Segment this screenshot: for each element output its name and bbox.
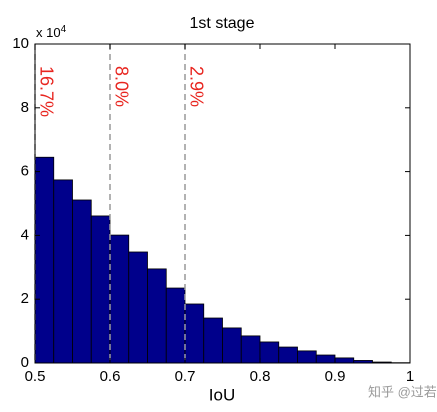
bar (128, 251, 148, 364)
bar (34, 156, 55, 364)
y-multiplier-exponent: 4 (61, 24, 67, 35)
bar (297, 350, 317, 364)
bar (90, 215, 111, 364)
y-tick-label: 0 (21, 354, 29, 371)
y-multiplier: x 104 (36, 24, 67, 41)
bar (315, 354, 336, 364)
bar (240, 335, 261, 364)
x-axis-label: IoU (209, 385, 235, 404)
bar (334, 357, 355, 364)
watermark: 知乎 @过若干 (368, 384, 437, 399)
chart-title: 1st stage (190, 15, 255, 32)
bar (222, 327, 242, 364)
bar (72, 199, 92, 364)
bar (165, 287, 186, 364)
bar (147, 268, 167, 364)
x-tick-label: 1 (406, 368, 414, 385)
y-multiplier-base: x 10 (36, 25, 61, 40)
bar (278, 346, 298, 364)
bar (259, 341, 280, 364)
annotation-label: 16.7% (36, 66, 56, 117)
y-tick-label: 4 (21, 226, 29, 243)
annotation-label: 8.0% (111, 66, 131, 107)
x-tick-label: 0.6 (100, 368, 121, 385)
bar (53, 179, 73, 364)
x-tick-label: 0.5 (25, 368, 46, 385)
bar (184, 303, 205, 364)
x-tick-label: 0.9 (325, 368, 346, 385)
y-tick-label: 8 (21, 99, 29, 116)
y-tick-label: 2 (21, 290, 29, 307)
annotation-label: 2.9% (186, 66, 206, 107)
x-tick-label: 0.7 (175, 368, 196, 385)
x-tick-label: 0.8 (250, 368, 271, 385)
y-tick-label: 6 (21, 163, 29, 180)
y-tick-label: 10 (12, 35, 29, 52)
bar (203, 317, 223, 364)
bar (109, 234, 130, 364)
plot-frame (34, 43, 411, 364)
